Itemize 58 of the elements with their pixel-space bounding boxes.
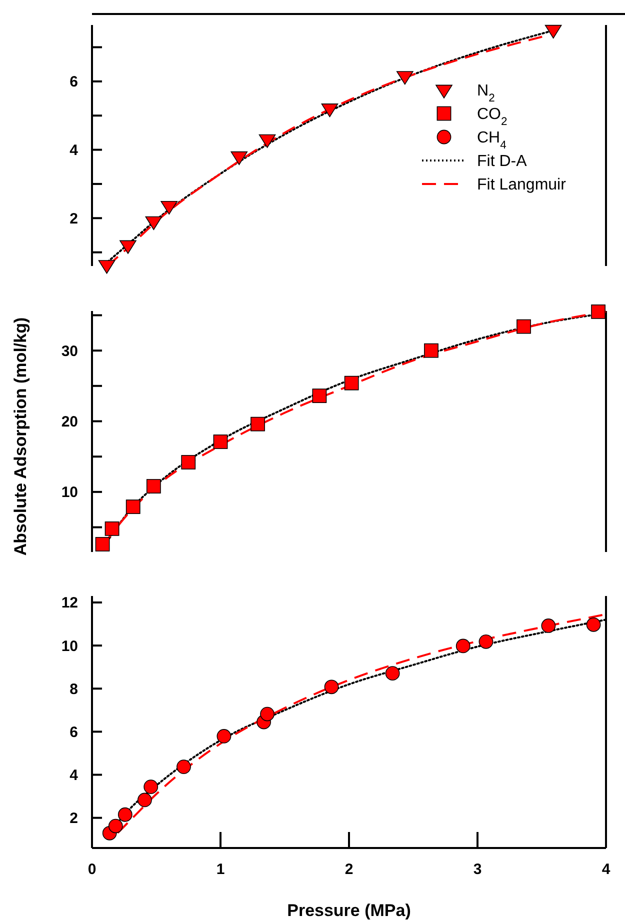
y-tick-label: 2 xyxy=(70,210,78,228)
y-tick-label: 4 xyxy=(70,767,79,784)
point xyxy=(312,388,327,404)
point xyxy=(591,304,606,319)
y-tick-label: 4 xyxy=(70,142,79,160)
x-tick-label: 2 xyxy=(344,861,354,878)
point xyxy=(108,818,123,834)
point xyxy=(120,240,136,254)
point xyxy=(104,521,120,536)
point xyxy=(176,760,191,774)
point xyxy=(250,416,265,432)
y-tick-label: 12 xyxy=(61,594,78,612)
point xyxy=(98,260,116,274)
point xyxy=(181,455,196,470)
point xyxy=(385,666,400,681)
y-tick-label: 2 xyxy=(70,810,78,828)
point xyxy=(456,638,470,654)
point xyxy=(160,200,178,215)
y-axis-title: Absolute Adsorption (mol/kg) xyxy=(11,317,30,556)
point xyxy=(213,434,228,449)
legend-label: N$_{2}$ xyxy=(477,82,495,105)
point xyxy=(144,780,158,794)
point xyxy=(324,680,339,694)
point xyxy=(146,479,161,494)
point xyxy=(321,104,338,118)
x-tick-label: 0 xyxy=(88,861,96,878)
legend-label: CO$_{2}$ xyxy=(477,106,508,128)
point xyxy=(126,500,140,514)
point xyxy=(216,729,232,744)
point xyxy=(424,343,438,358)
point xyxy=(344,376,359,390)
x-tick-label: 3 xyxy=(473,861,482,878)
point xyxy=(541,618,556,633)
point xyxy=(544,24,562,39)
point xyxy=(137,792,152,808)
x-tick-label: 4 xyxy=(602,861,611,878)
point xyxy=(260,706,274,722)
y-tick-label: 6 xyxy=(70,724,78,741)
y-tick-label: 8 xyxy=(70,680,78,698)
text: CH$_{4}$ xyxy=(477,130,506,152)
point xyxy=(396,71,414,85)
y-tick-label: 6 xyxy=(70,74,78,91)
point xyxy=(145,216,162,230)
legend-label: Fit Langmuir xyxy=(477,176,567,194)
point xyxy=(478,634,494,649)
x-tick-label: 1 xyxy=(216,861,225,878)
legend-label: Fit D-A xyxy=(477,153,528,170)
point xyxy=(230,151,248,166)
x-axis-title: Pressure (MPa) xyxy=(287,901,411,920)
y-tick-label: 20 xyxy=(61,414,78,430)
point xyxy=(95,537,110,552)
point xyxy=(516,319,531,334)
y-tick-label: 10 xyxy=(61,638,78,655)
point xyxy=(258,134,276,148)
point xyxy=(586,617,601,632)
y-tick-label: 30 xyxy=(61,342,78,360)
y-tick-label: 10 xyxy=(61,484,78,502)
point xyxy=(118,807,132,822)
